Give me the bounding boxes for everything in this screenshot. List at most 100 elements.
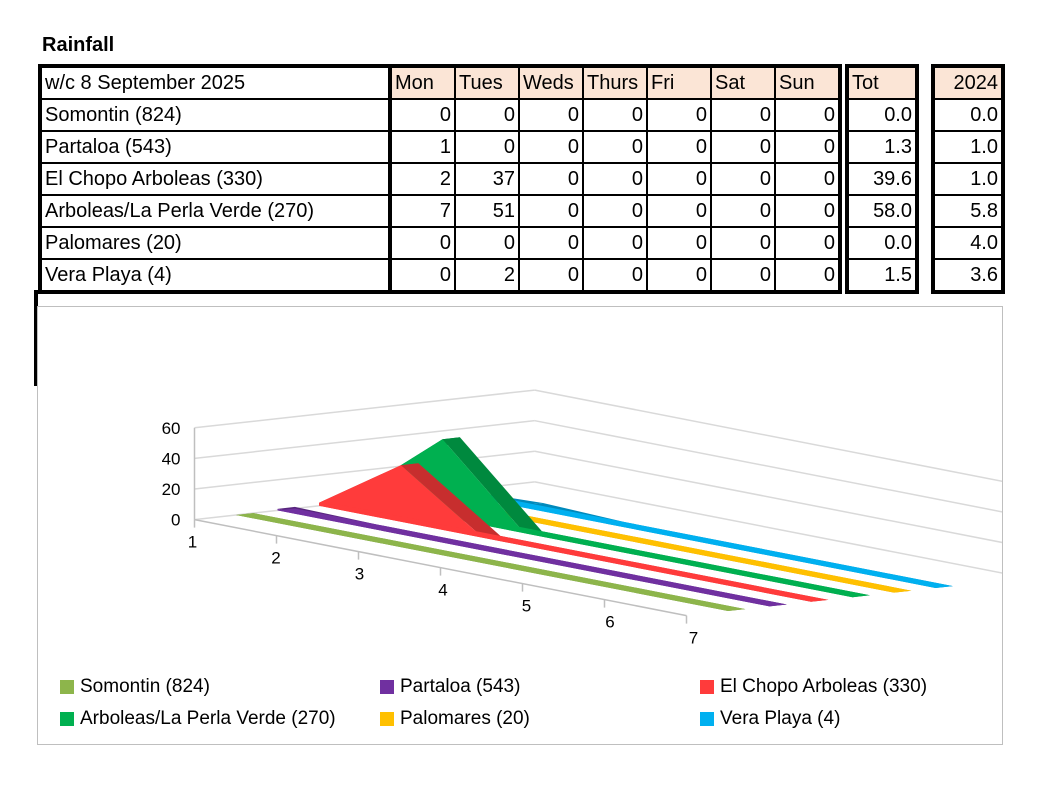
table-row: Partaloa (543) 1 0 0 0 0 0 0 (39, 130, 841, 164)
legend-swatch (380, 712, 394, 726)
rainfall-cell: 0 (454, 130, 520, 164)
total-cell: 1.5 (846, 258, 918, 293)
rainfall-cell: 0 (710, 194, 776, 228)
rainfall-cell: 0 (582, 258, 648, 293)
rainfall-cell: 7 (389, 194, 456, 228)
page-title: Rainfall (42, 34, 115, 56)
total-cell: 0.0 (846, 226, 918, 260)
rainfall-cell: 1 (389, 130, 456, 164)
gridline (194, 419, 535, 460)
gridline (534, 419, 1002, 513)
year-2024-cell: 4.0 (932, 226, 1004, 260)
rainfall-cell: 0 (454, 226, 520, 260)
rainfall-cell: 0 (646, 226, 712, 260)
station-name: Arboleas/La Perla Verde (270) (39, 194, 392, 228)
x-tick-label: 4 (438, 581, 447, 600)
rainfall-cell: 0 (710, 98, 776, 132)
y-tick-label: 20 (162, 480, 181, 499)
rainfall-cell: 0 (774, 258, 841, 293)
rainfall-cell: 0 (774, 130, 841, 164)
day-header: Thurs (582, 65, 648, 100)
legend-swatch (700, 712, 714, 726)
station-name: Somontin (824) (39, 98, 392, 132)
rainfall-cell: 0 (518, 194, 584, 228)
day-header: Tues (454, 65, 520, 100)
rainfall-cell: 0 (582, 130, 648, 164)
rainfall-cell: 0 (646, 130, 712, 164)
day-header: Weds (518, 65, 584, 100)
x-tick-label: 7 (689, 629, 698, 648)
rainfall-cell: 0 (518, 130, 584, 164)
table-header-row: w/c 8 September 2025 Mon Tues Weds Thurs… (39, 65, 841, 100)
y-tick-label: 40 (162, 449, 181, 468)
station-name: Vera Playa (4) (39, 258, 392, 293)
legend-item: Palomares (20) (380, 708, 530, 730)
total-cell: 0.0 (846, 98, 918, 132)
legend-label: Somontin (824) (80, 676, 210, 697)
legend-swatch (60, 712, 74, 726)
rainfall-cell: 0 (389, 258, 456, 293)
legend-swatch (700, 680, 714, 694)
rainfall-table: w/c 8 September 2025 Mon Tues Weds Thurs… (38, 64, 842, 294)
rainfall-cell: 51 (454, 194, 520, 228)
total-cell: 1.3 (846, 130, 918, 164)
legend-label: El Chopo Arboleas (330) (720, 676, 928, 697)
rainfall-cell: 0 (774, 194, 841, 228)
series-area (319, 465, 811, 602)
day-header: Sat (710, 65, 776, 100)
series-top-face (442, 437, 542, 534)
x-axis-line (194, 518, 687, 617)
gridline (194, 389, 535, 429)
table-row: El Chopo Arboleas (330) 2 37 0 0 0 0 0 (39, 162, 841, 196)
legend-swatch (380, 680, 394, 694)
table-row: Somontin (824) 0 0 0 0 0 0 0 (39, 98, 841, 132)
gridline (534, 389, 1002, 483)
year-2024-cell: 0.0 (932, 98, 1004, 132)
day-header: Fri (646, 65, 712, 100)
year-2024-cell: 1.0 (932, 162, 1004, 196)
series-ribbon (277, 508, 787, 607)
station-name: Partaloa (543) (39, 130, 392, 164)
rainfall-cell: 0 (710, 130, 776, 164)
week-commencing-header: w/c 8 September 2025 (39, 65, 392, 100)
legend-item: El Chopo Arboleas (330) (700, 676, 927, 698)
legend-label: Vera Playa (4) (720, 708, 841, 729)
table-border-extension (34, 290, 38, 386)
rainfall-cell: 0 (710, 226, 776, 260)
total-table: Tot 0.0 1.3 39.6 58.0 0.0 1.5 (845, 64, 919, 294)
year-2024-cell: 1.0 (932, 130, 1004, 164)
legend-item: Somontin (824) (60, 676, 210, 698)
station-name: El Chopo Arboleas (330) (39, 162, 392, 196)
rainfall-cell: 0 (518, 258, 584, 293)
legend-item: Partaloa (543) (380, 676, 520, 698)
x-tick-label: 6 (605, 613, 614, 632)
rainfall-cell: 0 (582, 98, 648, 132)
legend-label: Partaloa (543) (400, 676, 521, 697)
rainfall-cell: 0 (646, 258, 712, 293)
rainfall-cell: 0 (582, 226, 648, 260)
station-name: Palomares (20) (39, 226, 392, 260)
rainfall-cell: 0 (582, 194, 648, 228)
x-tick-label: 1 (188, 533, 197, 552)
rainfall-cell: 0 (582, 162, 648, 196)
gridline (534, 450, 1002, 544)
x-tick-label: 2 (271, 549, 280, 568)
total-cell: 39.6 (846, 162, 918, 196)
table-row: Arboleas/La Perla Verde (270) 7 51 0 0 0 0 0 (39, 194, 841, 228)
series-top-face (401, 463, 501, 538)
year-2024-cell: 5.8 (932, 194, 1004, 228)
year-2024-table: 2024 0.0 1.0 1.0 5.8 4.0 3.6 (931, 64, 1005, 294)
rainfall-cell: 0 (518, 98, 584, 132)
year-2024-cell: 3.6 (932, 258, 1004, 293)
series-ribbon (443, 490, 953, 588)
legend-item: Arboleas/La Perla Verde (270) (60, 708, 336, 730)
rainfall-cell: 0 (646, 194, 712, 228)
legend-label: Arboleas/La Perla Verde (270) (80, 708, 336, 729)
rainfall-cell: 0 (710, 258, 776, 293)
rainfall-cell: 2 (454, 258, 520, 293)
day-header: Sun (774, 65, 841, 100)
total-cell: 58.0 (846, 194, 918, 228)
rainfall-cell: 0 (518, 226, 584, 260)
year-2024-header: 2024 (932, 65, 1004, 100)
day-header: Mon (389, 65, 456, 100)
